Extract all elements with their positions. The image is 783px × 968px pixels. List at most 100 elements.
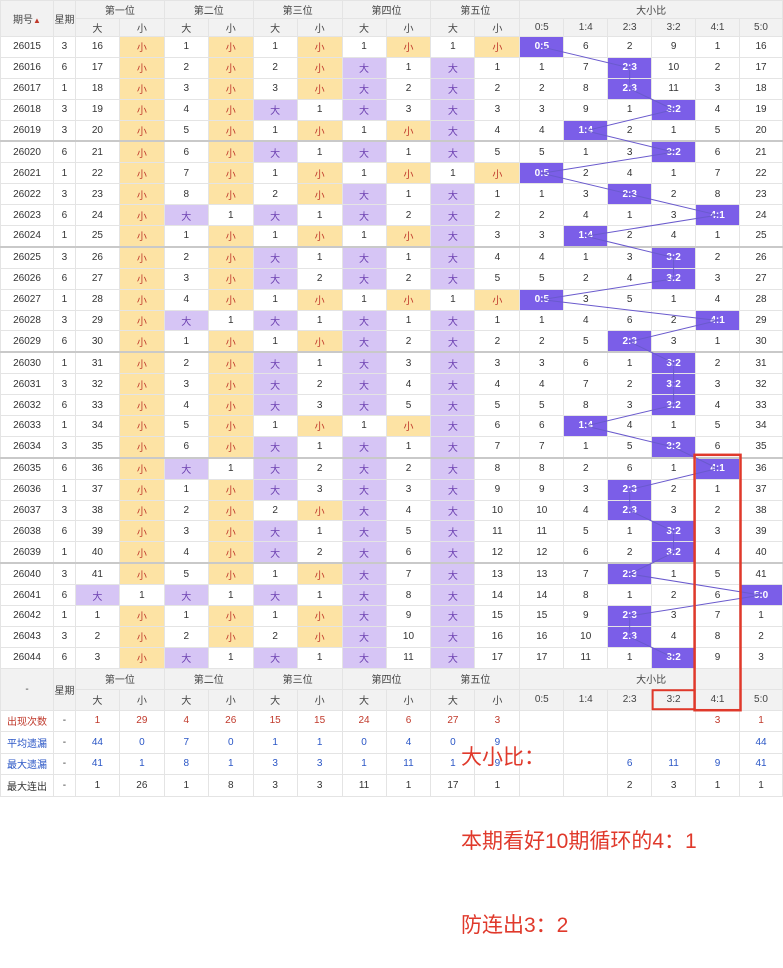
ratio-miss-cell: 3: [607, 140, 653, 164]
sort-icon[interactable]: ▲: [33, 16, 41, 25]
small-hit-cell: 小: [118, 394, 165, 417]
ratio-miss-cell: 1: [607, 351, 653, 375]
small-hit-cell: 小: [118, 330, 165, 353]
small-miss-cell: 1: [385, 245, 432, 269]
stat-digit-value: 11: [385, 752, 432, 776]
big-miss-cell: 1: [163, 478, 209, 501]
small-hit-cell: 小: [385, 225, 432, 248]
small-miss-cell: 5: [474, 140, 521, 164]
ratio-miss-cell: 3: [607, 245, 653, 269]
top-sub-row: 大小大小大小大小大小 0:5 1:4 2:3 3:2 4:1 5:0: [1, 18, 783, 37]
big-hit-cell: 大: [430, 56, 476, 79]
small-hit-cell: 小: [118, 225, 165, 248]
ratio-miss-cell: 1: [607, 98, 653, 121]
stat-ratio-value: [519, 752, 565, 776]
top-issue-header[interactable]: 期号▲: [0, 0, 54, 37]
ratio-miss-cell: 29: [739, 309, 783, 332]
ratio-miss-cell: 15: [519, 605, 565, 627]
small-miss-cell: 2: [385, 267, 432, 290]
big-miss-cell: 41: [74, 562, 120, 586]
ratio-miss-cell: 4: [607, 267, 653, 290]
small-miss-cell: 1: [296, 351, 343, 375]
big-hit-cell: 大: [341, 394, 387, 417]
small-hit-cell: 小: [296, 288, 343, 311]
bottom-big-label: 大: [341, 688, 387, 711]
week-cell: 6: [52, 584, 76, 607]
big-hit-cell: 大: [252, 456, 298, 480]
ratio-miss-cell: 28: [739, 288, 783, 311]
top-small-label: 小: [385, 18, 432, 37]
ratio-miss-cell: 2: [651, 478, 697, 501]
big-hit-cell: 大: [252, 140, 298, 164]
ratio-miss-cell: 6: [563, 36, 609, 58]
big-hit-cell: 大: [341, 183, 387, 206]
stat-digit-value: 1: [163, 774, 209, 797]
small-miss-cell: 2: [385, 204, 432, 227]
small-miss-cell: 1: [118, 584, 165, 607]
big-miss-cell: 1: [341, 288, 387, 311]
bottom-week-header: 星期: [52, 667, 76, 711]
small-hit-cell: 小: [207, 351, 254, 375]
big-miss-cell: 23: [74, 183, 120, 206]
bottom-digit-group-3: 第三位: [252, 667, 343, 690]
bottom-digit-group-1: 第一位: [74, 667, 165, 690]
small-miss-cell: 9: [385, 605, 432, 627]
big-miss-cell: 3: [163, 267, 209, 290]
small-miss-cell: 1: [474, 183, 521, 206]
stat-ratio-value: 1: [739, 774, 783, 797]
small-miss-cell: 11: [474, 520, 521, 543]
ratio-miss-cell: 5: [519, 267, 565, 290]
ratio-miss-cell: 18: [739, 77, 783, 100]
big-hit-cell: 大: [163, 204, 209, 227]
table-row: 26020 6 21 小 6 小大 1 大 1 大 5 5 1 3 3:2 6 21: [0, 140, 783, 164]
small-miss-cell: 17: [474, 646, 521, 669]
small-hit-cell: 小: [385, 119, 432, 142]
ratio-miss-cell: 8: [563, 394, 609, 417]
big-hit-cell: 大: [341, 140, 387, 164]
week-cell: 3: [52, 562, 76, 586]
big-hit-cell: 大: [252, 478, 298, 501]
small-hit-cell: 小: [207, 605, 254, 627]
big-hit-cell: 大: [341, 584, 387, 607]
small-miss-cell: 10: [385, 625, 432, 648]
ratio-hit-cell: 2:3: [607, 77, 653, 100]
big-hit-cell: 大: [341, 520, 387, 543]
big-hit-cell: 大: [430, 119, 476, 142]
big-miss-cell: 2: [252, 499, 298, 522]
stat-digit-value: 0: [430, 731, 476, 754]
small-hit-cell: 小: [207, 225, 254, 248]
table-row: 26022 3 23 小 8 小 2 小大 1 大 1 1 3 2:3 2 8 23: [0, 183, 783, 206]
ratio-hit-cell: 3:2: [651, 435, 697, 459]
small-miss-cell: 1: [296, 646, 343, 669]
small-miss-cell: 4: [474, 373, 521, 396]
week-cell: 6: [52, 140, 76, 164]
stat-label: 平均遗漏: [0, 731, 54, 754]
big-hit-cell: 大: [430, 456, 476, 480]
small-hit-cell: 小: [296, 415, 343, 437]
top-digit-group-1: 第一位: [74, 0, 165, 19]
ratio-miss-cell: 7: [519, 435, 565, 459]
big-hit-cell: 大: [252, 204, 298, 227]
ratio-hit-cell: 2:3: [607, 56, 653, 79]
small-hit-cell: 小: [296, 119, 343, 142]
week-cell: 6: [52, 520, 76, 543]
small-hit-cell: 小: [207, 267, 254, 290]
big-hit-cell: 大: [341, 267, 387, 290]
bottom-small-label: 小: [474, 688, 521, 711]
ratio-miss-cell: 11: [563, 646, 609, 669]
bottom-big-label: 大: [252, 688, 298, 711]
stat-row: 最大遗漏 -41 1 8 1 3 3 1 11 1 9 6 11 9 41: [0, 752, 783, 776]
table-row: 26028 3 29 小大 1 大 1 大 1 大 1 1 4 6 2 4:1 29: [0, 309, 783, 332]
big-miss-cell: 3: [163, 77, 209, 100]
ratio-miss-cell: 31: [739, 351, 783, 375]
bottom-issue-header: -: [0, 667, 54, 711]
small-miss-cell: 2: [296, 456, 343, 480]
big-hit-cell: 大: [341, 646, 387, 669]
big-miss-cell: 2: [252, 183, 298, 206]
small-miss-cell: 2: [385, 77, 432, 100]
ratio-miss-cell: 3: [563, 478, 609, 501]
ratio-miss-cell: 1: [519, 183, 565, 206]
stat-digit-value: 0: [118, 731, 165, 754]
big-hit-cell: 大: [163, 646, 209, 669]
ratio-miss-cell: 1: [607, 646, 653, 669]
